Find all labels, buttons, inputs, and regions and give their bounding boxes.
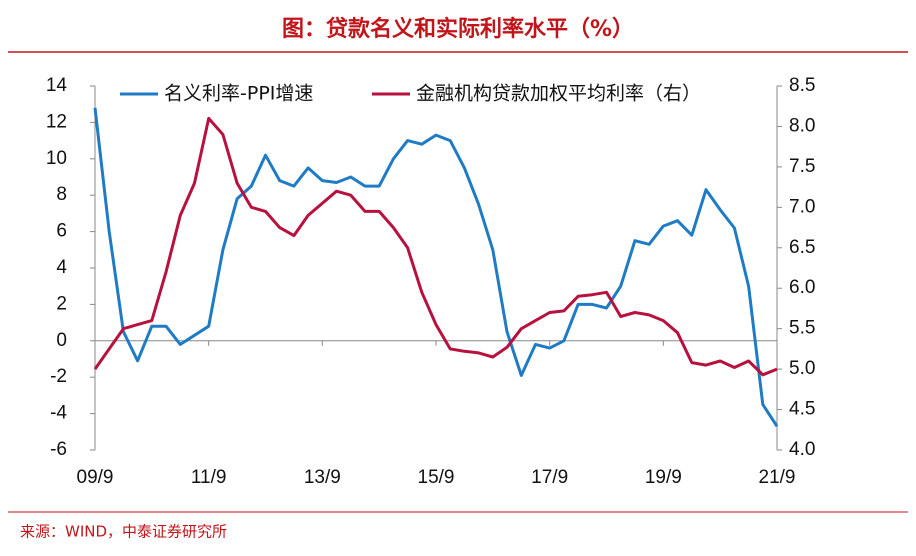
y2-tick-label: 4.0 xyxy=(789,439,815,460)
y2-tick-label: 7.5 xyxy=(789,156,815,177)
legend-label: 金融机构贷款加权平均利率（右） xyxy=(416,83,701,105)
chart-title: 图：贷款名义和实际利率水平（%） xyxy=(282,16,634,42)
y-tick-label: 2 xyxy=(56,293,67,314)
y2-tick-label: 5.0 xyxy=(789,358,815,379)
x-tick-label: 21/9 xyxy=(759,467,796,488)
y-tick-label: 0 xyxy=(56,330,67,351)
y2-tick-label: 4.5 xyxy=(789,399,815,420)
x-tick-label: 19/9 xyxy=(645,467,682,488)
y-tick-label: -2 xyxy=(50,366,67,387)
y2-tick-label: 6.0 xyxy=(789,277,815,298)
line-series xyxy=(93,107,779,428)
line-series xyxy=(93,116,778,377)
y-tick-label: -6 xyxy=(50,439,67,460)
y-tick-label: -4 xyxy=(50,403,67,424)
source: 来源：WIND，中泰证券研究所 xyxy=(20,523,227,541)
y2-tick-label: 8.0 xyxy=(789,115,815,136)
y2-tick-label: 6.5 xyxy=(789,237,815,258)
y2-tick-label: 8.5 xyxy=(789,75,815,96)
y-tick-label: 12 xyxy=(46,111,67,132)
y-tick-label: 10 xyxy=(46,148,67,169)
legend-label: 名义利率-PPI增速 xyxy=(164,83,313,105)
x-tick-label: 09/9 xyxy=(77,467,114,488)
y-tick-label: 14 xyxy=(46,75,68,96)
x-tick-label: 15/9 xyxy=(418,467,455,488)
legend: 名义利率-PPI增速 金融机构贷款加权平均利率（右） xyxy=(120,83,701,105)
x-tick-label: 13/9 xyxy=(304,467,341,488)
x-tick-label: 11/9 xyxy=(191,467,227,488)
y2-tick-label: 7.0 xyxy=(789,196,815,217)
y-tick-label: 8 xyxy=(56,184,67,205)
y2-tick-label: 5.5 xyxy=(789,318,815,339)
y-tick-label: 4 xyxy=(56,257,67,278)
y-tick-label: 6 xyxy=(56,221,67,242)
x-tick-label: 17/9 xyxy=(531,467,568,488)
